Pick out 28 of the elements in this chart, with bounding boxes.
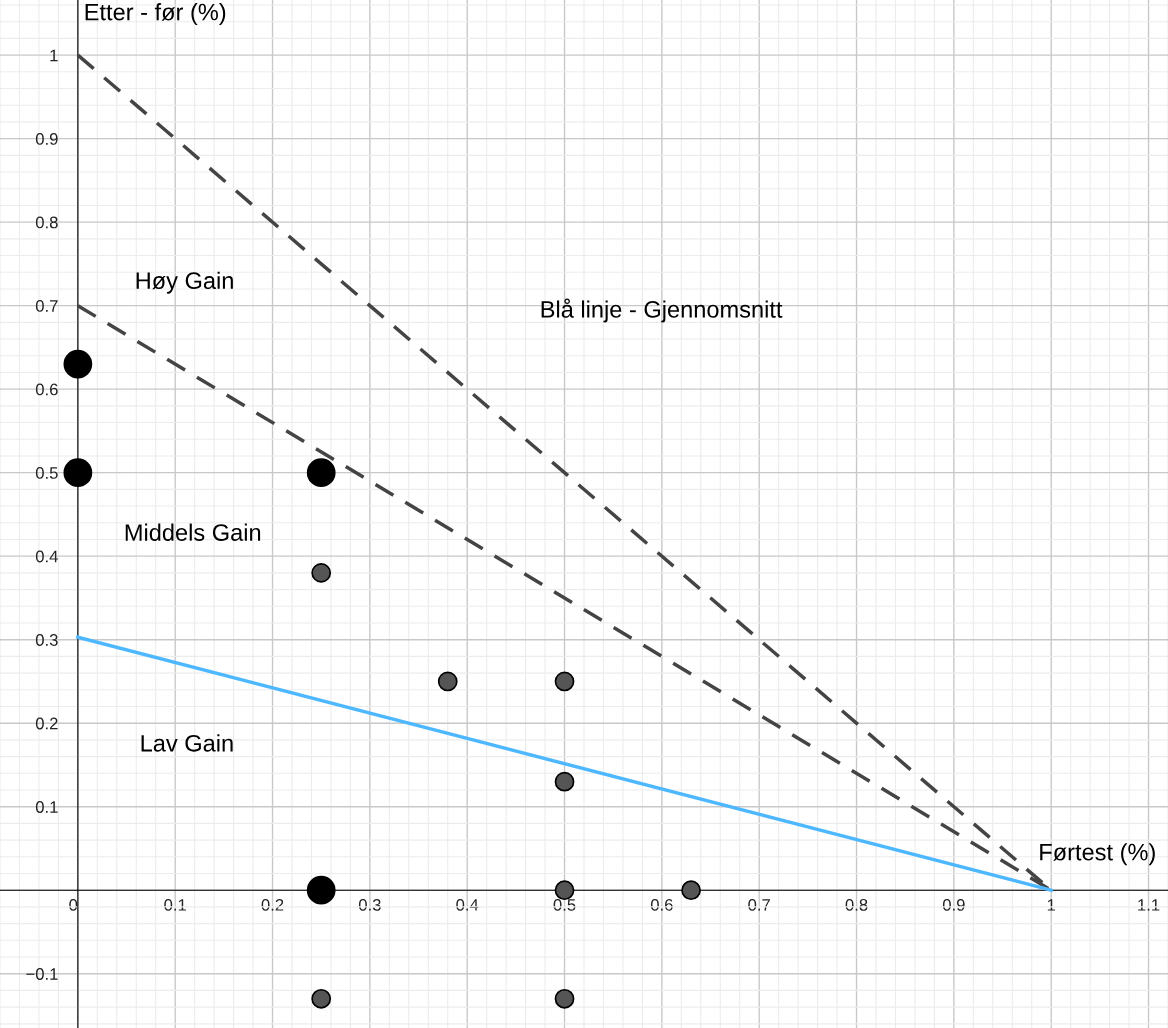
y-tick-label: 1 bbox=[50, 49, 58, 62]
y-tick-label: 0.2 bbox=[35, 717, 58, 730]
x-tick-label: 0.3 bbox=[358, 898, 381, 911]
y-tick-label: −0.1 bbox=[26, 968, 58, 980]
x-tick-label: 0.6 bbox=[650, 898, 673, 911]
annotation: Blå linje - Gjennomsnitt bbox=[541, 298, 783, 323]
y-tick-label: 0.1 bbox=[35, 801, 58, 813]
annotation: Lav Gain bbox=[141, 734, 233, 752]
y-axis-title: Etter - før (%) bbox=[85, 3, 226, 26]
annotation: Middels Gain bbox=[125, 523, 261, 541]
x-tick-label: 1 bbox=[1047, 899, 1056, 911]
x-tick-label: 0.2 bbox=[261, 898, 284, 911]
y-tick-label: 0.4 bbox=[35, 550, 58, 563]
x-tick-label: 0.9 bbox=[942, 898, 965, 911]
y-tick-label: 0.8 bbox=[35, 216, 58, 229]
x-axis-title: Førtest (%) bbox=[1040, 843, 1155, 866]
annotation: Høy Gain bbox=[136, 271, 233, 294]
x-tick-label: 0.5 bbox=[553, 898, 576, 911]
x-tick-label: 0.7 bbox=[748, 898, 770, 911]
y-tick-label: 0.3 bbox=[35, 634, 58, 646]
y-tick-label: 0.6 bbox=[35, 383, 58, 396]
y-tick-label: 0.9 bbox=[35, 133, 58, 145]
x-tick-label: 1.1 bbox=[1138, 899, 1160, 911]
y-tick-label: 0.5 bbox=[35, 467, 58, 479]
x-tick-label: 0.4 bbox=[456, 898, 479, 911]
y-tick-label: 0.7 bbox=[35, 300, 58, 312]
x-tick-label: 0.1 bbox=[164, 898, 186, 911]
x-tick-label: 0.8 bbox=[845, 898, 868, 911]
